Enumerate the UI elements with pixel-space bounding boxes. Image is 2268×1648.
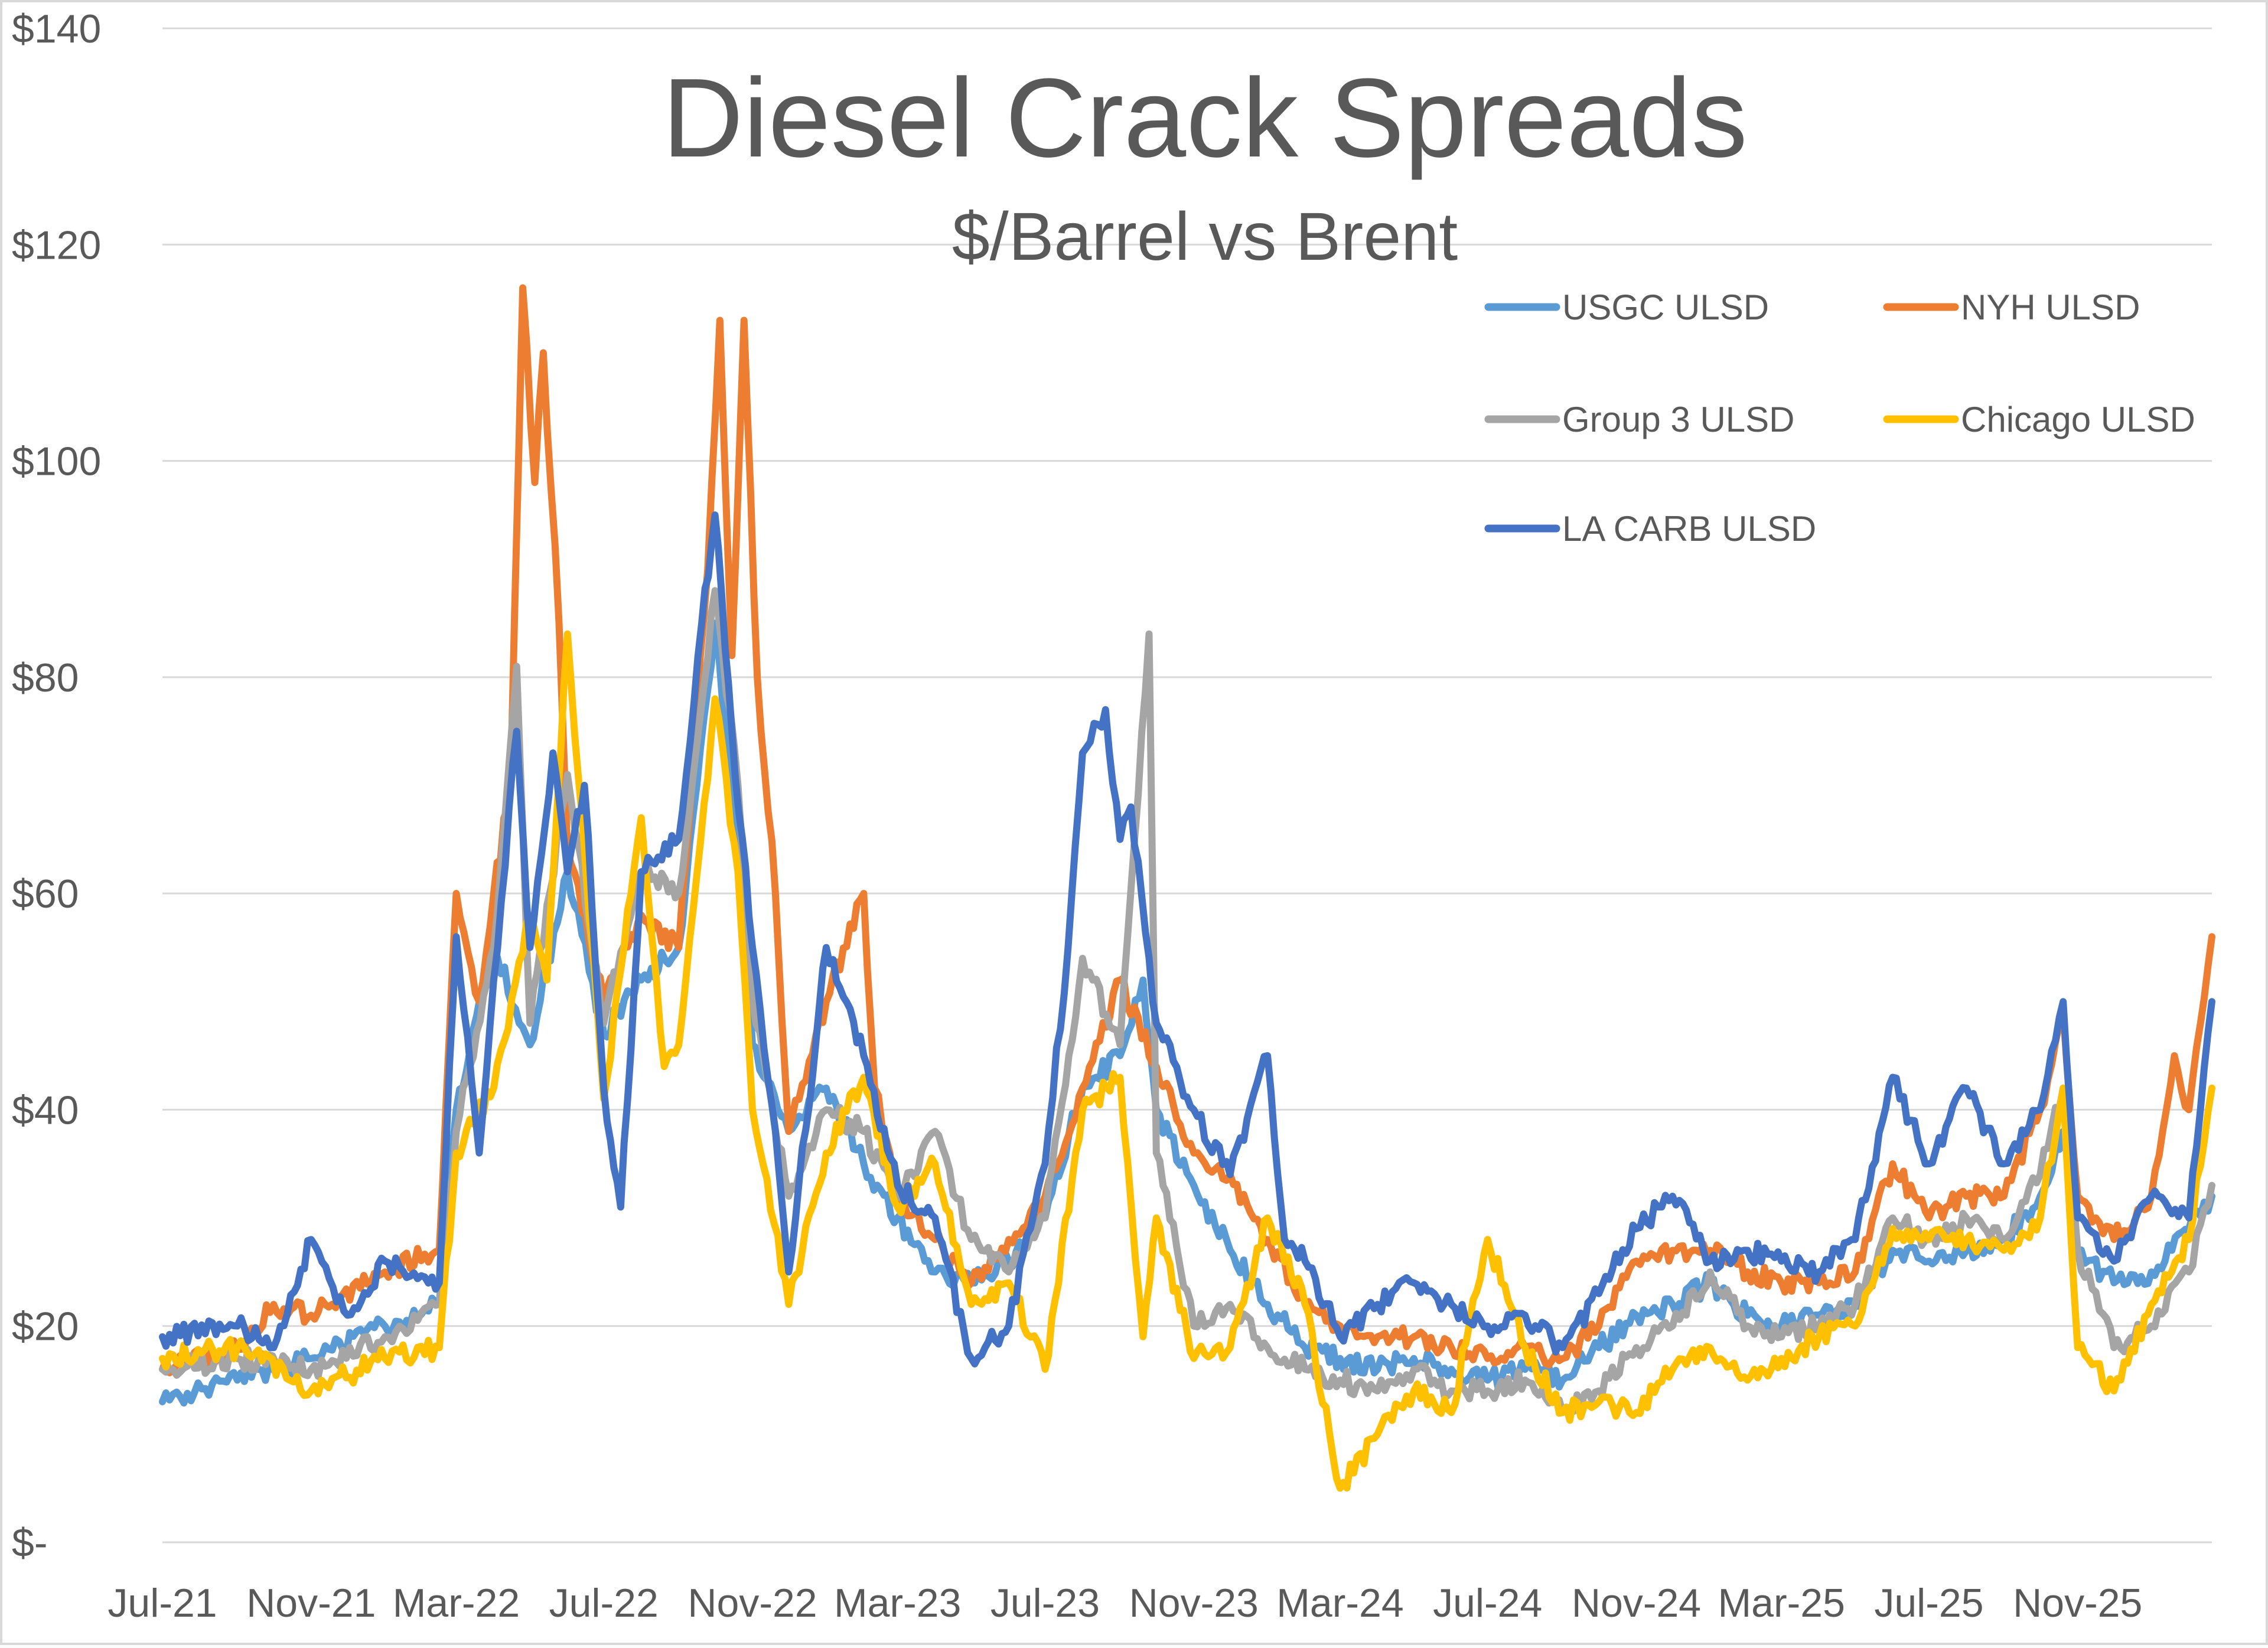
legend-label: Group 3 ULSD (1562, 400, 1795, 439)
x-tick-label: Jul-22 (549, 1581, 659, 1626)
y-tick-label: $80 (12, 655, 79, 700)
x-tick-label: Jul-24 (1433, 1581, 1542, 1626)
x-tick-label: Nov-22 (687, 1581, 817, 1626)
legend-label: Chicago ULSD (1961, 400, 2195, 439)
x-tick-label: Nov-24 (1572, 1581, 1701, 1626)
x-tick-label: Nov-25 (2013, 1581, 2142, 1626)
y-tick-label: $20 (12, 1304, 79, 1349)
series-line-chicago-ulsd (159, 630, 2215, 1492)
x-tick-label: Mar-25 (1718, 1581, 1845, 1626)
legend-label: NYH ULSD (1961, 288, 2140, 327)
x-tick-label: Nov-21 (246, 1581, 376, 1626)
series-line-la-carb-ulsd (159, 511, 2215, 1368)
y-tick-label: $- (12, 1520, 47, 1565)
chart-title: Diesel Crack Spreads (662, 56, 1747, 181)
legend-label: USGC ULSD (1562, 288, 1769, 327)
x-tick-label: Nov-23 (1129, 1581, 1259, 1626)
x-tick-label: Jul-23 (990, 1581, 1100, 1626)
legend-label: LA CARB ULSD (1562, 509, 1816, 549)
axes: $- $20 $40 $60 $80 $100 $120 $140 Jul-21 Nov-21 Ma… (12, 6, 2142, 1626)
y-tick-label: $140 (12, 6, 101, 51)
y-tick-label: $120 (12, 223, 101, 267)
y-tick-label: $40 (12, 1088, 79, 1133)
y-tick-label: $60 (12, 872, 79, 916)
chart-subtitle: $/Barrel vs Brent (952, 199, 1458, 275)
gridlines (162, 27, 2212, 1543)
legend: USGC ULSD NYH ULSD Group 3 ULSD Chicago ULS… (1484, 288, 2195, 549)
x-tick-label: Jul-25 (1874, 1581, 1983, 1626)
y-tick-label: $100 (12, 439, 101, 484)
x-tick-label: Mar-22 (393, 1581, 520, 1626)
series-lines (159, 284, 2215, 1492)
x-tick-label: Jul-21 (107, 1581, 217, 1626)
x-tick-label: Mar-23 (834, 1581, 961, 1626)
x-tick-label: Mar-24 (1276, 1581, 1403, 1626)
